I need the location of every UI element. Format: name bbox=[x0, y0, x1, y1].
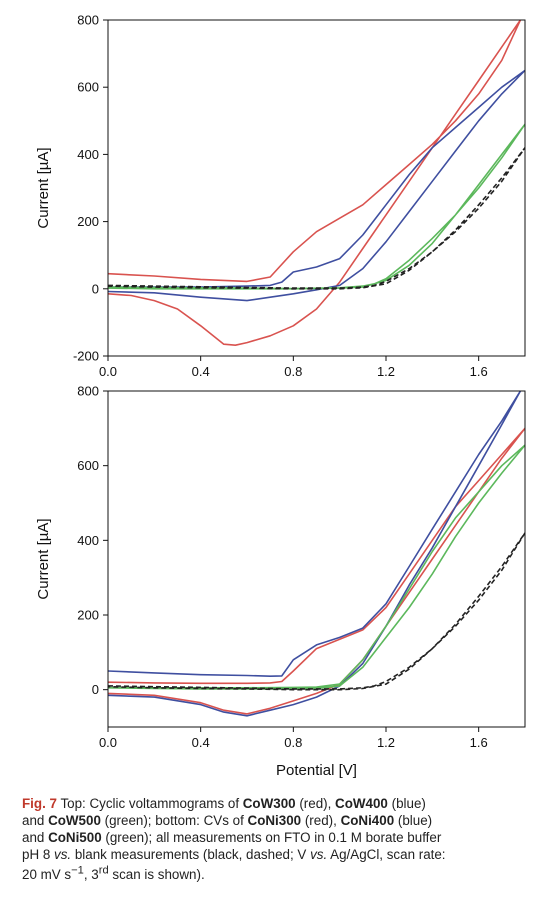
y-tick-label: 200 bbox=[77, 608, 99, 623]
caption-fragment: Top: Cyclic voltammograms of bbox=[60, 796, 243, 811]
y-tick-label: 0 bbox=[92, 281, 99, 296]
y-tick-label: -200 bbox=[73, 349, 99, 364]
x-tick-label: 1.6 bbox=[470, 735, 488, 750]
y-tick-label: 800 bbox=[77, 384, 99, 399]
caption-fragment: pH 8 bbox=[22, 847, 55, 862]
caption-fragment: CoNi500 bbox=[48, 830, 102, 845]
series-line-top-0 bbox=[108, 20, 522, 347]
x-tick-label: 0.4 bbox=[192, 364, 210, 379]
caption-fragment: −1 bbox=[71, 865, 84, 877]
y-tick-label: 400 bbox=[77, 533, 99, 548]
series-line-top-2 bbox=[108, 123, 525, 290]
figure-caption: Fig. 7 Top: Cyclic voltammograms of CoW3… bbox=[22, 795, 542, 883]
y-tick-label: 400 bbox=[77, 147, 99, 162]
y-tick-label: 800 bbox=[77, 13, 99, 28]
y-tick-label: 200 bbox=[77, 214, 99, 229]
series-line-bottom-3 bbox=[108, 532, 525, 691]
caption-fragment: vs. bbox=[54, 847, 72, 862]
figure-svg: 0.0 0.4 0.8 1.2 1.6 -200 0 200 400 600 800 Current … bbox=[35, 13, 526, 779]
caption-fragment: , 3 bbox=[83, 867, 99, 883]
caption-fragment: CoW500 bbox=[48, 813, 101, 828]
series-line-top-1 bbox=[108, 69, 525, 302]
caption-fragment: (red), bbox=[295, 796, 336, 811]
caption-fragment: CoW400 bbox=[335, 796, 388, 811]
caption-fragment: (green); bottom: CVs of bbox=[100, 813, 248, 828]
y-tick-label: 600 bbox=[77, 80, 99, 95]
caption-fragment: vs. bbox=[310, 847, 328, 862]
y-tick-label: 600 bbox=[77, 458, 99, 473]
caption-fragment: (red), bbox=[301, 813, 341, 828]
caption-fragment: CoW300 bbox=[242, 796, 296, 811]
series-line-top-3 bbox=[108, 146, 525, 290]
caption-fragment: (blue) bbox=[387, 796, 426, 811]
plot-frame bbox=[107, 390, 526, 728]
caption-fragment: rd bbox=[98, 865, 109, 877]
x-tick-label: 0.8 bbox=[284, 735, 302, 750]
caption-fragment: blank measurements (black, dashed; V bbox=[71, 847, 311, 862]
series-line-bottom-0 bbox=[108, 427, 525, 715]
x-tick-label: 1.6 bbox=[470, 364, 488, 379]
x-tick-label: 1.2 bbox=[377, 735, 395, 750]
y-axis-label: Current [µA] bbox=[35, 147, 52, 228]
x-tick-label: 0.4 bbox=[192, 735, 210, 750]
caption-fragment: (blue) bbox=[394, 813, 433, 828]
caption-fragment: CoNi300 bbox=[247, 813, 302, 828]
caption-fragment: 20 mV s bbox=[22, 867, 72, 883]
x-tick-label: 1.2 bbox=[377, 364, 395, 379]
figure-number: Fig. 7 bbox=[22, 796, 57, 811]
caption-fragment: (green); all measurements on FTO in 0.1 … bbox=[101, 830, 442, 845]
y-tick-label: 0 bbox=[92, 682, 99, 697]
caption-fragment: scan is shown). bbox=[108, 867, 205, 883]
x-tick-label: 0.0 bbox=[99, 735, 117, 750]
caption-text: Top: Cyclic voltammograms of CoW300 (red… bbox=[22, 796, 446, 882]
caption-fragment: and bbox=[22, 830, 49, 845]
plot-frame bbox=[107, 19, 526, 357]
x-tick-label: 0.8 bbox=[284, 364, 302, 379]
caption-fragment: Ag/AgCl, scan rate: bbox=[327, 847, 446, 862]
series-line-bottom-1 bbox=[108, 391, 522, 717]
caption-fragment: and bbox=[22, 813, 49, 828]
y-axis-label: Current [µA] bbox=[35, 518, 52, 599]
x-axis-label: Potential [V] bbox=[276, 762, 357, 779]
caption-fragment: CoNi400 bbox=[340, 813, 395, 828]
x-tick-label: 0.0 bbox=[99, 364, 117, 379]
